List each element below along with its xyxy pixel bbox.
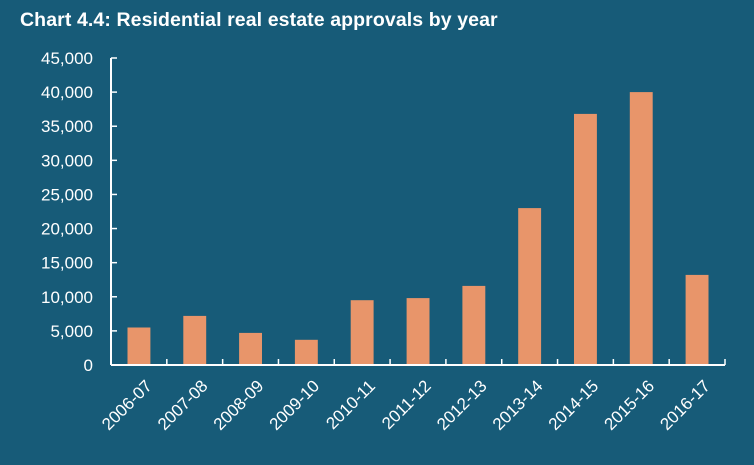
y-tick-label: 30,000 — [41, 151, 93, 170]
x-tick-label: 2008-09 — [210, 376, 268, 434]
x-tick-label: 2007-08 — [154, 376, 212, 434]
y-tick-label: 15,000 — [41, 254, 93, 273]
bars-layer — [127, 92, 709, 366]
x-tick-label: 2009-10 — [266, 376, 324, 434]
y-tick-label: 45,000 — [41, 49, 93, 68]
y-tick-label: 0 — [84, 356, 93, 375]
x-tick-label: 2010-11 — [322, 376, 379, 433]
x-tick-label: 2012-13 — [433, 376, 491, 434]
x-tick-label: 2014-15 — [545, 376, 603, 434]
bar-2015-16 — [629, 92, 653, 365]
bar-2008-09 — [239, 332, 262, 365]
bar-2007-08 — [183, 315, 207, 365]
bar-2014-15 — [574, 113, 597, 366]
y-tick-label: 40,000 — [41, 83, 93, 102]
bar-2012-13 — [462, 285, 486, 365]
bar-2010-11 — [350, 300, 374, 365]
x-tick-label: 2011-12 — [378, 376, 435, 433]
x-tick-label: 2013-14 — [489, 376, 547, 434]
y-tick-label: 25,000 — [41, 185, 93, 204]
bar-2016-17 — [685, 274, 709, 365]
x-tick-label: 2016-17 — [656, 376, 714, 434]
bar-2009-10 — [294, 339, 318, 365]
x-tick-label: 2006-07 — [98, 376, 156, 434]
labels-layer: 0 5,000 10,000 15,000 20,000 25,000 30,000 35,0… — [41, 49, 714, 434]
bar-2006-07 — [127, 327, 151, 365]
y-tick-label: 20,000 — [41, 220, 93, 239]
bar-2013-14 — [518, 208, 542, 365]
y-tick-label: 5,000 — [50, 322, 93, 341]
y-tick-label: 35,000 — [41, 117, 93, 136]
axes-layer — [110, 57, 726, 366]
bar-2011-12 — [406, 298, 430, 365]
y-tick-label: 10,000 — [41, 288, 93, 307]
x-tick-label: 2015-16 — [601, 376, 659, 434]
chart-title: Chart 4.4: Residential real estate appro… — [20, 9, 498, 31]
